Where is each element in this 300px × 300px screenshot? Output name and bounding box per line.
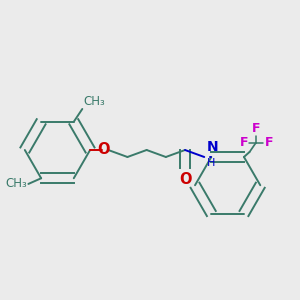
Text: O: O [179, 172, 191, 187]
Text: F: F [252, 122, 261, 135]
Text: F: F [265, 136, 274, 149]
Text: F: F [239, 136, 248, 149]
Text: O: O [98, 142, 110, 158]
Text: H: H [206, 158, 215, 168]
Text: CH₃: CH₃ [84, 94, 106, 108]
Text: N: N [206, 140, 218, 154]
Text: CH₃: CH₃ [5, 177, 27, 190]
